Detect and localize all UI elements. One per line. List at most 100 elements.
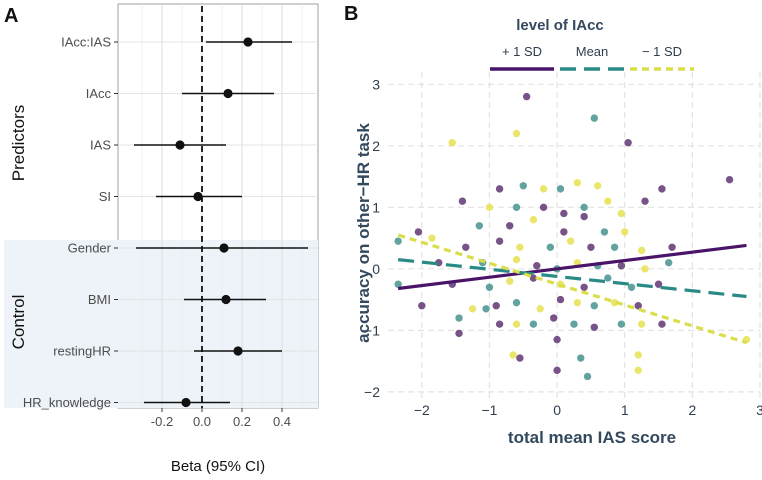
data-point bbox=[637, 320, 646, 328]
data-point bbox=[617, 320, 626, 328]
data-point bbox=[448, 139, 456, 147]
scatter-x-tick-label: 3 bbox=[756, 402, 762, 418]
data-point bbox=[573, 179, 582, 187]
data-point bbox=[462, 243, 470, 252]
data-point bbox=[536, 305, 544, 313]
scatter-y-tick-label: −2 bbox=[364, 384, 380, 400]
data-point bbox=[577, 354, 585, 362]
scatter-y-tick-label: 1 bbox=[372, 199, 380, 215]
forest-x-tick-label: 0.2 bbox=[233, 414, 251, 429]
predictor-label: SI bbox=[99, 189, 111, 204]
scatter-y-tick-label: −1 bbox=[364, 322, 380, 338]
data-point bbox=[624, 139, 632, 147]
data-point bbox=[482, 305, 490, 313]
data-point bbox=[512, 255, 521, 264]
predictor-label: IAcc:IAS bbox=[61, 35, 111, 50]
data-point bbox=[590, 114, 598, 122]
group-label-predictors: Predictors bbox=[9, 105, 28, 182]
data-point bbox=[495, 237, 504, 245]
panel-a-letter: A bbox=[4, 5, 18, 27]
data-point bbox=[570, 320, 578, 328]
data-point bbox=[485, 283, 494, 291]
data-point bbox=[560, 228, 568, 236]
data-point bbox=[414, 228, 423, 236]
data-point bbox=[485, 203, 494, 212]
data-point bbox=[590, 323, 598, 331]
data-point bbox=[725, 175, 734, 184]
regression-lines bbox=[397, 233, 747, 345]
data-point bbox=[617, 209, 626, 218]
control-shading bbox=[118, 240, 318, 408]
data-point bbox=[583, 372, 592, 381]
data-point bbox=[553, 366, 561, 375]
data-point bbox=[428, 234, 436, 242]
beta-point-restinghr bbox=[233, 346, 243, 356]
forest-x-tick-label: 0.4 bbox=[273, 414, 291, 429]
panel-b-letter: B bbox=[344, 3, 358, 25]
data-point bbox=[658, 320, 666, 328]
scatter-plot: level of IAcc + 1 SD Mean − 1 SD −2 −1 0 1 2 3 −… bbox=[354, 17, 762, 447]
beta-point-si bbox=[193, 191, 203, 202]
data-point bbox=[556, 185, 565, 193]
data-point bbox=[641, 265, 649, 273]
scatter-x-tick-label: −1 bbox=[481, 402, 497, 418]
data-point bbox=[539, 203, 548, 212]
legend-title: level of IAcc bbox=[516, 17, 604, 34]
data-point bbox=[468, 305, 477, 313]
data-point bbox=[506, 222, 514, 230]
predictor-label: IAcc bbox=[86, 86, 112, 101]
scatter-points bbox=[394, 92, 751, 381]
scatter-y-tick-label: 2 bbox=[372, 138, 380, 154]
data-point bbox=[516, 354, 524, 362]
scatter-x-tick-label: 0 bbox=[553, 402, 561, 418]
data-point bbox=[590, 302, 598, 310]
data-point bbox=[556, 295, 565, 304]
data-point bbox=[533, 262, 541, 270]
data-point bbox=[495, 185, 504, 193]
legend: + 1 SD Mean − 1 SD bbox=[490, 44, 694, 71]
beta-point-ias bbox=[175, 140, 185, 150]
scatter-y-tick-label: 3 bbox=[372, 76, 380, 92]
regression-line-plus-1sd bbox=[397, 243, 747, 291]
control-shading-left bbox=[4, 240, 118, 408]
data-point bbox=[529, 215, 538, 224]
data-point bbox=[604, 274, 612, 282]
scatter-x-tick-label: 1 bbox=[621, 402, 629, 418]
data-point bbox=[394, 280, 402, 288]
data-point bbox=[593, 182, 602, 190]
scatter-x-tick-label: −2 bbox=[414, 402, 430, 418]
predictor-label: Gender bbox=[68, 241, 112, 256]
data-point bbox=[664, 258, 673, 267]
group-label-control: Control bbox=[9, 295, 28, 350]
regression-line-minus-1sd bbox=[397, 233, 747, 345]
scatter-ticks: −2 −1 0 1 2 3 −2 −1 0 1 2 3 bbox=[364, 76, 762, 418]
data-point bbox=[634, 366, 642, 375]
forest-x-axis-title: Beta (95% CI) bbox=[171, 458, 265, 475]
data-point bbox=[529, 320, 538, 328]
data-point bbox=[522, 92, 531, 101]
data-point bbox=[553, 335, 561, 344]
data-point bbox=[418, 302, 426, 310]
beta-point-gender bbox=[219, 243, 229, 253]
data-point bbox=[621, 228, 629, 236]
data-point bbox=[587, 243, 595, 252]
data-point bbox=[550, 314, 558, 322]
forest-estimates bbox=[134, 37, 308, 408]
data-point bbox=[455, 314, 463, 322]
data-point bbox=[566, 237, 575, 245]
data-point bbox=[492, 302, 500, 310]
data-point bbox=[634, 302, 642, 310]
data-point bbox=[516, 243, 524, 252]
forest-x-tick-label: 0.0 bbox=[193, 414, 211, 429]
predictor-label: HR_knowledge bbox=[23, 395, 111, 410]
beta-point-iacc bbox=[223, 88, 233, 99]
beta-point-bmi bbox=[221, 294, 231, 305]
forest-x-tick-label: -0.2 bbox=[151, 414, 173, 429]
beta-point-hr-knowledge bbox=[181, 397, 191, 408]
data-point bbox=[627, 283, 636, 291]
legend-label: Mean bbox=[576, 44, 609, 59]
data-point bbox=[573, 298, 582, 307]
data-point bbox=[604, 197, 612, 205]
data-point bbox=[509, 351, 517, 359]
